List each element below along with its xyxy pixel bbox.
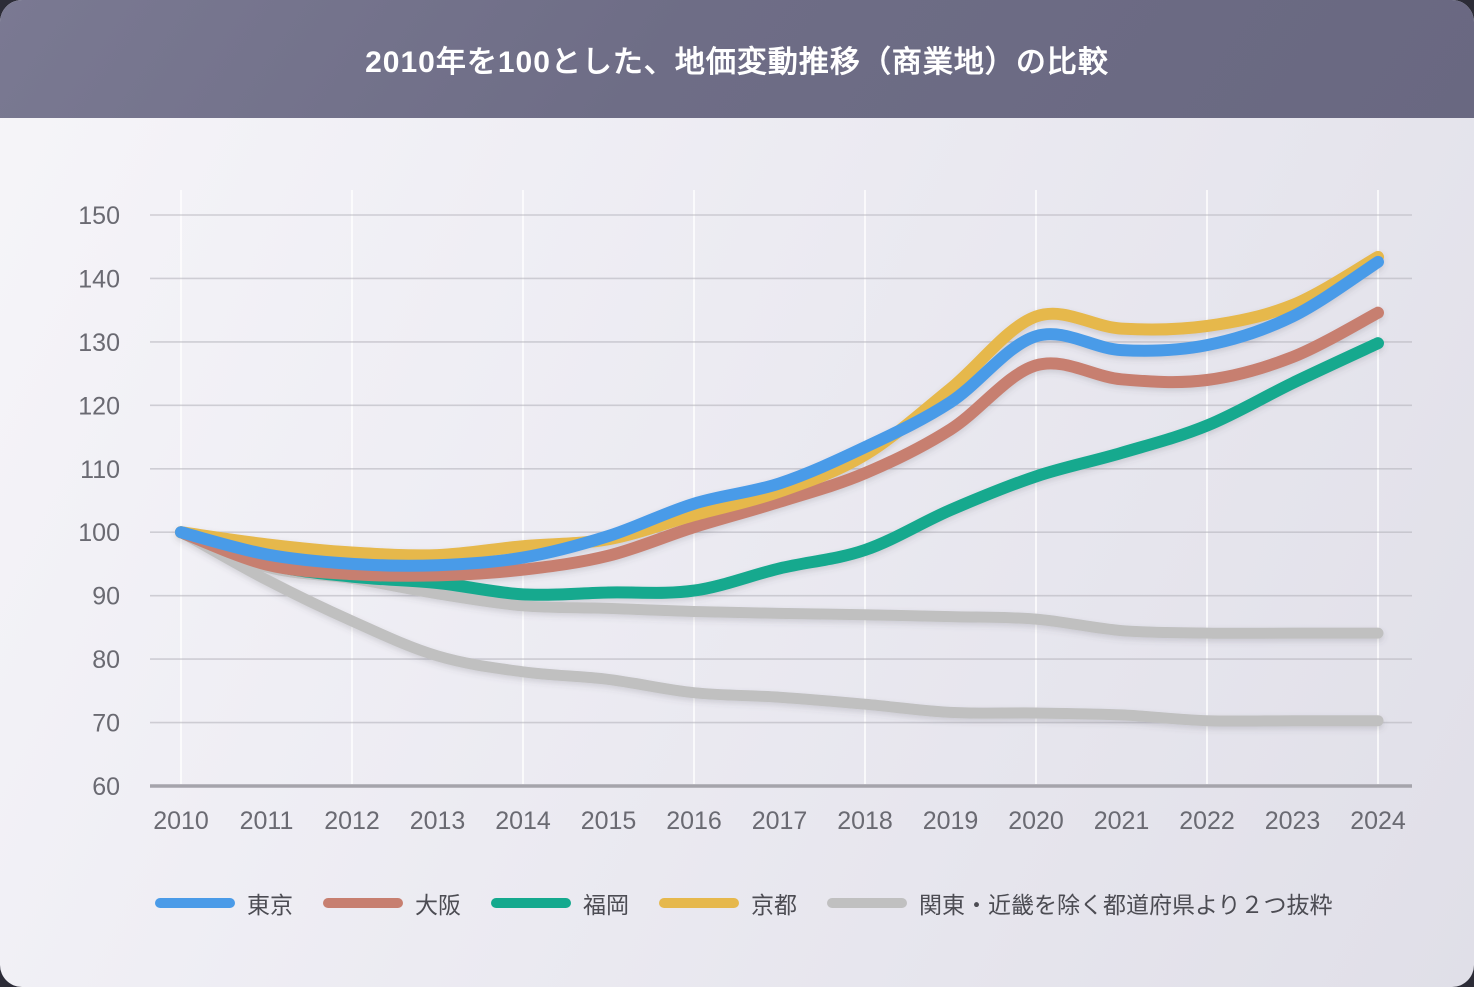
y-tick-label: 100 [78, 519, 120, 547]
series-line-tokyo [175, 255, 1384, 572]
x-tick-label: 2012 [324, 807, 380, 835]
x-tick-label: 2024 [1350, 807, 1406, 835]
y-axis-labels: 60 70 80 90 100 110 120 130 140 150 [78, 202, 120, 801]
legend-item-regional: 関東・近畿を除く都道府県より２つ抜粋 [827, 886, 1333, 920]
y-tick-label: 60 [92, 773, 120, 801]
series-line-kyoto [175, 250, 1384, 562]
legend-swatch-regional [827, 898, 907, 908]
legend-item-fukuoka: 福岡 [491, 886, 629, 920]
x-tick-label: 2020 [1008, 807, 1064, 835]
x-tick-label: 2018 [837, 807, 893, 835]
horizontal-gridlines [150, 214, 1412, 788]
series-line-regional-b [175, 526, 1384, 727]
chart-area: 60 70 80 90 100 110 120 130 140 150 2010 2011 2012 20… [0, 118, 1474, 987]
x-tick-label: 2013 [410, 807, 466, 835]
y-tick-label: 120 [78, 392, 120, 420]
x-tick-label: 2015 [581, 807, 637, 835]
legend-swatch-tokyo [155, 898, 235, 908]
y-tick-label: 70 [92, 710, 120, 738]
legend-item-osaka: 大阪 [323, 886, 461, 920]
x-tick-label: 2019 [923, 807, 979, 835]
legend-label-tokyo: 東京 [247, 892, 293, 918]
x-tick-label: 2014 [495, 807, 551, 835]
series-lines [175, 250, 1384, 727]
y-tick-label: 80 [92, 646, 120, 674]
card-header: 2010年を100とした、地価変動推移（商業地）の比較 [0, 0, 1474, 118]
legend-label-kyoto: 京都 [751, 892, 797, 918]
vertical-gridlines [180, 190, 1379, 784]
x-tick-label: 2017 [752, 807, 808, 835]
legend-swatch-fukuoka [491, 898, 571, 908]
legend-swatch-osaka [323, 898, 403, 908]
y-tick-label: 130 [78, 329, 120, 357]
x-tick-label: 2022 [1179, 807, 1235, 835]
legend-label-regional: 関東・近畿を除く都道府県より２つ抜粋 [919, 892, 1333, 918]
y-tick-label: 140 [78, 265, 120, 293]
series-line-osaka [175, 306, 1384, 582]
y-tick-label: 110 [80, 456, 120, 484]
legend-label-fukuoka: 福岡 [583, 892, 629, 918]
x-tick-label: 2011 [240, 807, 294, 835]
y-tick-label: 150 [78, 202, 120, 230]
legend-label-osaka: 大阪 [415, 892, 461, 918]
x-axis-labels: 2010 2011 2012 2013 2014 2015 2016 2017 2018 2019… [153, 807, 1406, 835]
x-tick-label: 2021 [1094, 807, 1150, 835]
legend: 東京 大阪 福岡 京都 関東・近畿を除く都道府県より２つ抜粋 [155, 886, 1333, 920]
legend-swatch-kyoto [659, 898, 739, 908]
legend-item-kyoto: 京都 [659, 886, 797, 920]
legend-item-tokyo: 東京 [155, 886, 293, 920]
page-title: 2010年を100とした、地価変動推移（商業地）の比較 [365, 46, 1109, 79]
x-tick-label: 2010 [153, 807, 209, 835]
y-tick-label: 90 [92, 583, 120, 611]
x-tick-label: 2023 [1265, 807, 1321, 835]
x-tick-label: 2016 [666, 807, 722, 835]
